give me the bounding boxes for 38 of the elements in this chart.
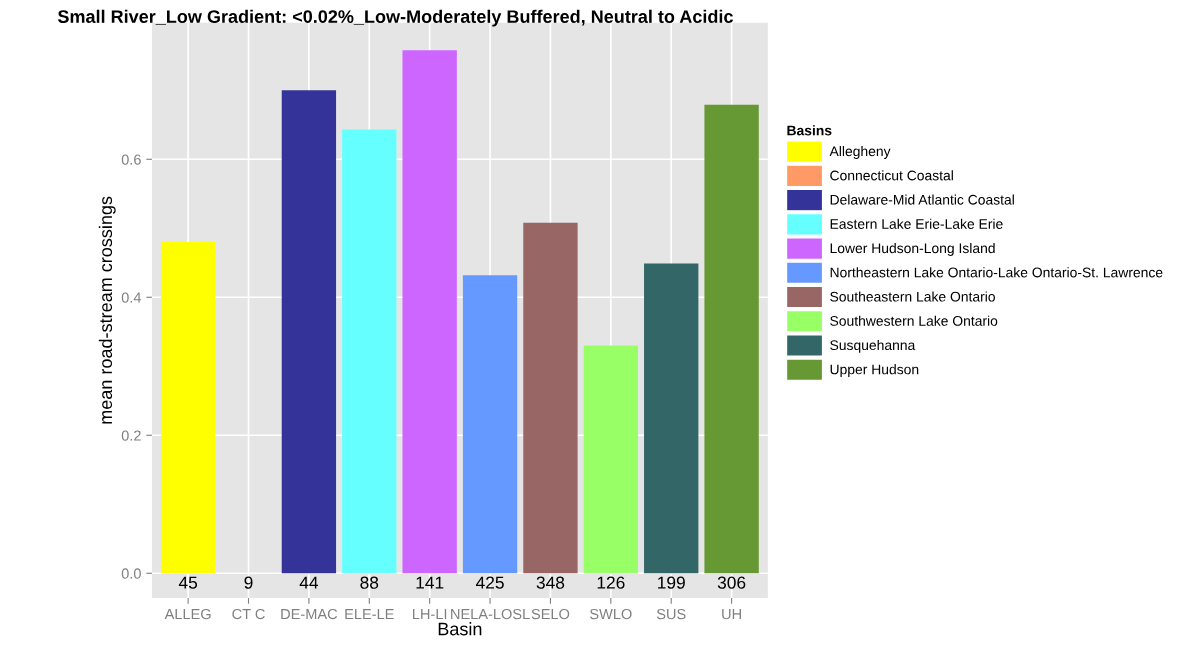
legend-label: Delaware-Mid Atlantic Coastal <box>830 194 1014 205</box>
annotation: 45 <box>178 576 198 589</box>
y-tick-label: 0.4 <box>121 292 142 303</box>
annotation: 141 <box>416 576 444 589</box>
y-tick-label: 0.2 <box>121 430 141 441</box>
x-axis-title: Basin <box>438 622 482 636</box>
x-tick-label: SWLO <box>590 608 632 620</box>
x-tick-label: LH-LI <box>413 609 447 620</box>
legend-label: Southwestern Lake Ontario <box>830 315 998 326</box>
legend-title: Basins <box>787 125 832 136</box>
legend-label: Susquehanna <box>830 339 916 353</box>
y-axis-title: mean road-stream crossings <box>98 196 116 424</box>
legend-label: Southeastern Lake Ontario <box>830 291 995 302</box>
chart-title: Small River_Low Gradient: <0.02%_Low-Moderately Buffered, Neutral to Acidic <box>57 9 733 27</box>
legend-label: Eastern Lake Erie-Lake Erie <box>830 218 1003 229</box>
annotation: 306 <box>717 576 746 589</box>
x-tick-label: SELO <box>531 608 570 620</box>
annotation: 348 <box>536 576 565 589</box>
annotation: 199 <box>658 576 685 589</box>
annotation: 44 <box>299 576 319 589</box>
legend-label: Allegheny <box>829 145 891 159</box>
x-tick-label: ELE-LE <box>345 609 394 620</box>
legend-label: Upper Hudson <box>830 364 919 378</box>
x-tick-label: ALLEG <box>164 608 211 620</box>
legend-label: Northeastern Lake Ontario-Lake Ontario-St. Lawrence <box>830 267 1163 278</box>
x-tick-label: CT C <box>232 608 265 620</box>
annotation: 126 <box>597 576 625 589</box>
annotation: 425 <box>475 576 504 589</box>
y-tick-label: 0.6 <box>121 154 141 165</box>
legend-label: Connecticut Coastal <box>830 170 953 181</box>
x-tick-label: SUS <box>656 608 686 620</box>
annotation: 88 <box>360 576 379 589</box>
legend-label: Lower Hudson-Long Island <box>830 242 995 256</box>
x-tick-label: DE-MAC <box>281 608 338 620</box>
x-tick-label: UH <box>722 609 741 620</box>
y-tick-label: 0.0 <box>121 568 141 579</box>
x-tick-label: NELA-LOSL <box>451 608 530 620</box>
annotation: 9 <box>244 576 253 589</box>
